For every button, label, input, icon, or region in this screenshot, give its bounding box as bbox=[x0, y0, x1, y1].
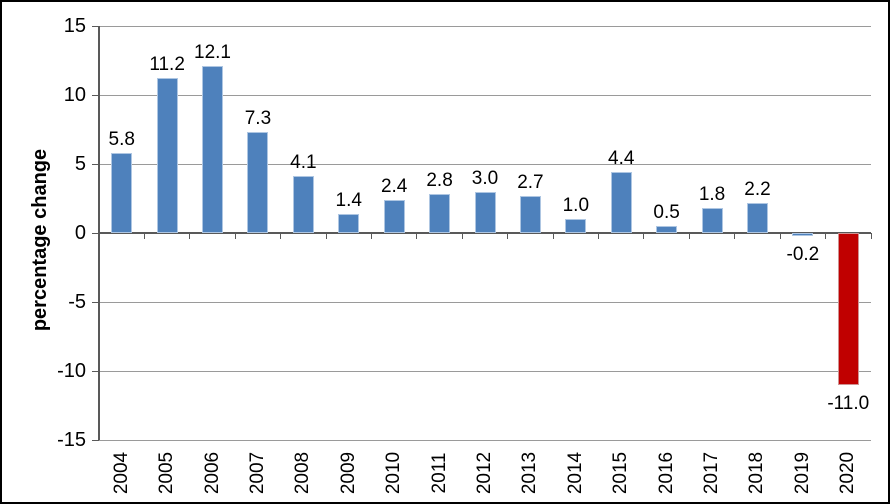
x-tick-label-2004: 2004 bbox=[110, 451, 132, 495]
y-tick-label: -5 bbox=[68, 291, 86, 313]
y-tick-label: 0 bbox=[74, 222, 86, 244]
x-tick-label-2013: 2013 bbox=[519, 451, 541, 495]
plot-area: 5.8 11.2 12.1 7.3 4.1 1.4 2.4 2.8 3.0 2.7 1.0 4.4 0.… bbox=[92, 25, 872, 441]
bar-2010 bbox=[383, 199, 405, 233]
x-axis-tick bbox=[98, 233, 100, 239]
x-axis-tick bbox=[688, 233, 690, 239]
y-tick-label: -10 bbox=[57, 360, 86, 382]
x-tick-label-2008: 2008 bbox=[292, 451, 314, 495]
bar-value-label: 1.4 bbox=[335, 189, 362, 211]
y-tick-label: 10 bbox=[63, 84, 86, 106]
bar-value-label: 12.1 bbox=[194, 42, 231, 64]
x-axis-tick bbox=[870, 233, 872, 239]
bar-value-label: 2.4 bbox=[380, 175, 408, 197]
x-axis-tick bbox=[825, 233, 827, 239]
bar-value-label: 2.8 bbox=[426, 170, 453, 192]
bar-value-label: 11.2 bbox=[149, 54, 185, 76]
bar-2009 bbox=[338, 213, 360, 233]
bar-value-label: 0.5 bbox=[653, 202, 680, 224]
x-tick-label-2019: 2019 bbox=[791, 451, 813, 495]
x-axis-tick bbox=[643, 233, 645, 239]
y-axis-tick bbox=[92, 94, 99, 96]
x-tick-label-2012: 2012 bbox=[474, 451, 495, 495]
bar-2011 bbox=[429, 194, 451, 233]
x-tick-label-2006: 2006 bbox=[201, 451, 223, 495]
bar-2020 bbox=[837, 233, 859, 385]
bar-2008 bbox=[292, 176, 314, 233]
bar-2015 bbox=[610, 172, 632, 233]
x-axis-tick bbox=[461, 233, 463, 239]
bar-2017 bbox=[701, 208, 723, 233]
x-tick-label-2015: 2015 bbox=[610, 451, 632, 495]
y-axis-tick bbox=[92, 370, 99, 372]
bar-2007 bbox=[247, 132, 269, 233]
bar-2019 bbox=[792, 233, 814, 236]
x-axis-tick bbox=[598, 233, 600, 239]
bar-2013 bbox=[519, 195, 541, 233]
x-axis-tick bbox=[416, 233, 418, 239]
bar-value-label: -0.2 bbox=[786, 243, 820, 265]
y-axis-tick bbox=[92, 439, 99, 441]
x-tick-label-2009: 2009 bbox=[337, 451, 359, 495]
gridline-y--15 bbox=[99, 439, 871, 441]
y-tick-label: 15 bbox=[63, 15, 86, 37]
bar-2006 bbox=[202, 66, 224, 233]
x-axis-tick bbox=[507, 233, 509, 239]
bar-value-label: 3.0 bbox=[471, 167, 499, 189]
bar-value-label: 7.3 bbox=[244, 108, 272, 130]
bar-2014 bbox=[565, 219, 587, 233]
y-axis-tick bbox=[92, 163, 99, 165]
y-axis-tick bbox=[92, 301, 99, 303]
y-tick-label: -15 bbox=[57, 429, 86, 451]
x-axis-tick bbox=[325, 233, 327, 239]
bar-value-label: -11.0 bbox=[827, 392, 870, 414]
x-axis-tick bbox=[552, 233, 554, 239]
gridline-y--10 bbox=[99, 370, 871, 372]
gridline-y-10 bbox=[99, 94, 871, 96]
bar-2004 bbox=[111, 152, 133, 233]
bar-value-label: 4.1 bbox=[290, 152, 317, 174]
x-axis-tick bbox=[280, 233, 282, 239]
x-axis-tick bbox=[189, 233, 191, 239]
gridline-y--5 bbox=[99, 301, 871, 303]
x-tick-label-2017: 2017 bbox=[701, 451, 723, 495]
bar-2012 bbox=[474, 191, 496, 233]
bar-2016 bbox=[656, 226, 678, 233]
x-axis-tick bbox=[143, 233, 145, 239]
x-axis-tick bbox=[779, 233, 781, 239]
bar-value-label: 1.0 bbox=[562, 195, 590, 217]
gridline-y-5 bbox=[99, 163, 871, 165]
bar-value-label: 1.8 bbox=[698, 184, 726, 206]
x-axis-tick bbox=[234, 233, 236, 239]
x-tick-label-2018: 2018 bbox=[746, 451, 768, 495]
x-tick-label-2016: 2016 bbox=[655, 451, 677, 495]
bar-2018 bbox=[746, 202, 768, 233]
gridline-y-15 bbox=[99, 25, 871, 27]
y-tick-label: 5 bbox=[74, 153, 86, 175]
bar-value-label: 2.7 bbox=[517, 171, 544, 193]
y-axis-tick bbox=[92, 232, 99, 234]
y-axis-tick bbox=[92, 25, 99, 27]
bar-2005 bbox=[156, 78, 178, 233]
x-tick-label-2020: 2020 bbox=[837, 451, 859, 495]
x-axis-tick bbox=[370, 233, 372, 239]
bar-value-label: 5.8 bbox=[108, 128, 135, 150]
bar-value-label: 2.2 bbox=[744, 178, 771, 200]
x-tick-label-2005: 2005 bbox=[156, 451, 178, 495]
x-axis-line bbox=[99, 232, 871, 234]
x-tick-label-2010: 2010 bbox=[383, 451, 405, 495]
bar-value-label: 4.4 bbox=[608, 148, 635, 170]
x-axis-tick bbox=[734, 233, 736, 239]
x-tick-label-2014: 2014 bbox=[564, 451, 586, 495]
x-tick-label-2007: 2007 bbox=[246, 451, 268, 495]
x-tick-label-2011: 2011 bbox=[428, 452, 450, 494]
